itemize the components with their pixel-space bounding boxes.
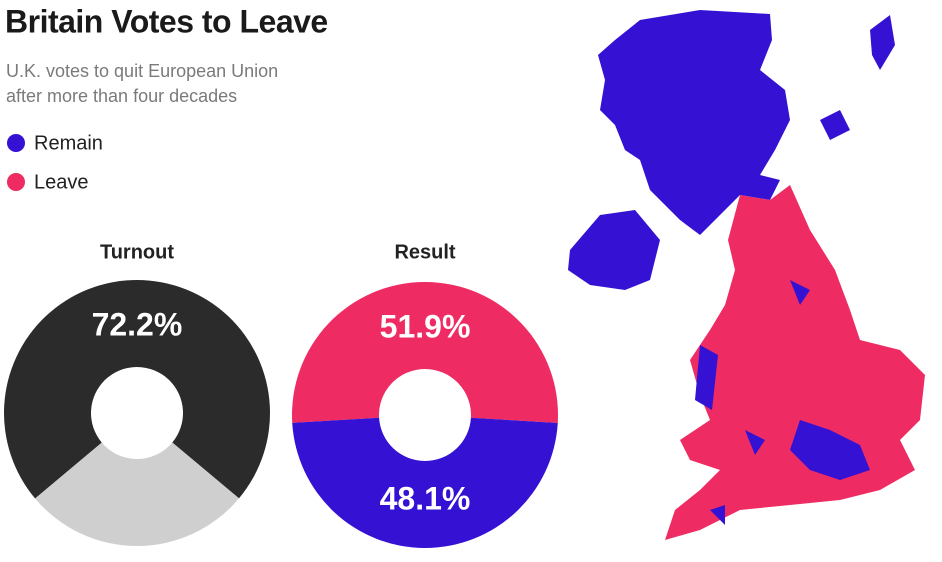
legend-label: Leave [34, 171, 89, 193]
map [568, 10, 925, 540]
pie-slice [3, 280, 270, 499]
legend-swatch [7, 173, 25, 191]
pie-slice [292, 417, 558, 548]
value-label: 48.1% [380, 480, 471, 516]
map-region [598, 10, 790, 235]
map-region [695, 280, 870, 525]
pie-slice [292, 282, 558, 423]
pie-title: Turnout [100, 241, 174, 263]
map-region [568, 210, 660, 290]
map-region [820, 15, 895, 140]
pie-slice [35, 442, 240, 546]
title: Britain Votes to Leave [5, 3, 328, 39]
legend-label: Remain [34, 132, 103, 154]
subtitle: U.K. votes to quit European Union [6, 61, 278, 81]
value-label: 51.9% [380, 308, 471, 344]
value-label: 72.2% [92, 306, 183, 342]
pie-title: Result [394, 241, 455, 263]
subtitle: after more than four decades [6, 86, 237, 106]
legend-swatch [7, 134, 25, 152]
